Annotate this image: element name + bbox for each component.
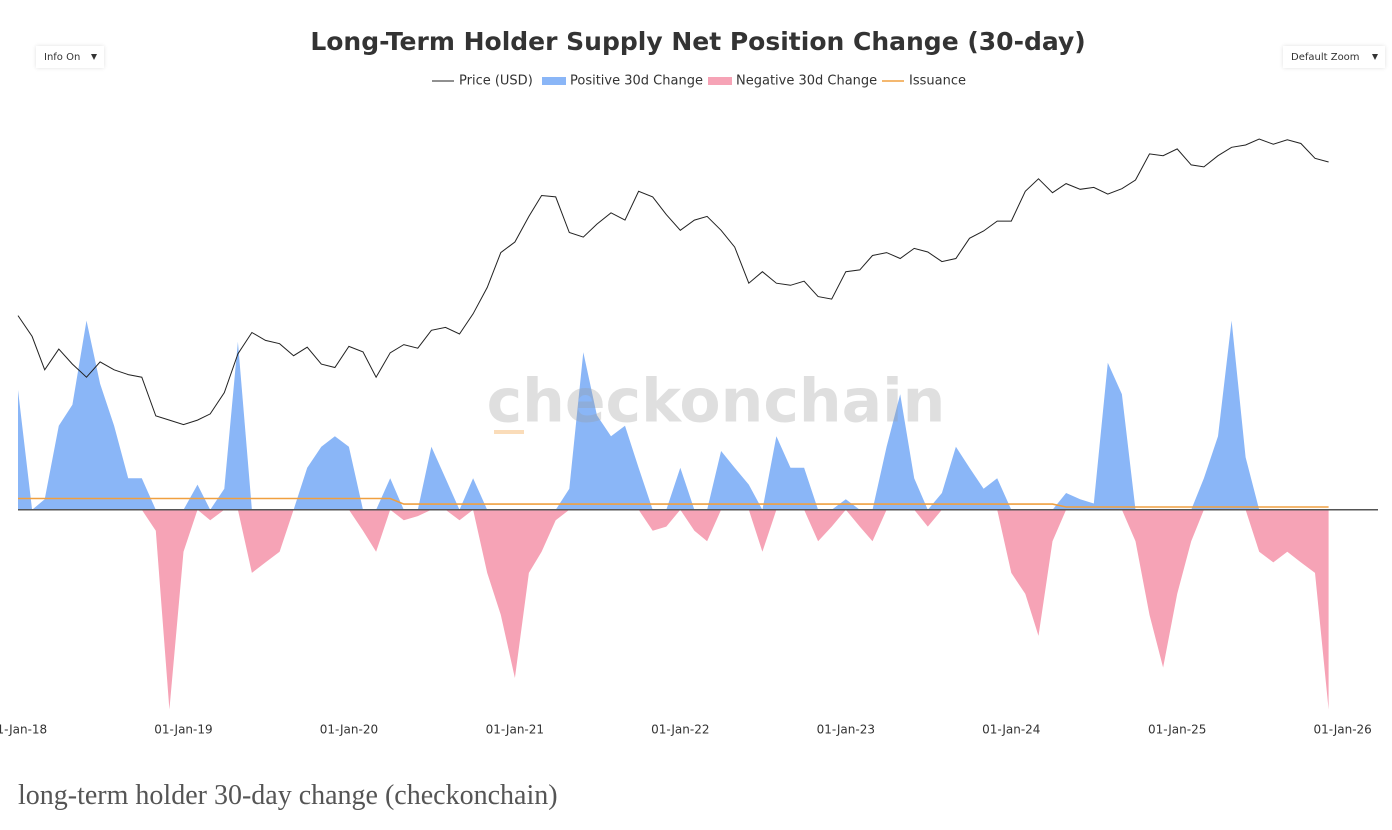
x-tick-label: 01-Jan-21 — [486, 723, 544, 737]
plot-area — [17, 138, 1378, 710]
legend: Price (USD) Positive 30d Change Negative 3… — [432, 74, 966, 89]
logo-mark — [494, 430, 524, 434]
x-tick-label: 01-Jan-25 — [1148, 723, 1206, 737]
legend-swatch — [708, 77, 732, 85]
x-tick-label: 01-Jan-18 — [0, 723, 47, 737]
dropdown-arrow — [91, 54, 97, 60]
info-dropdown[interactable]: Info On — [36, 46, 104, 68]
chart: Long-Term Holder Supply Net Position Cha… — [0, 27, 1378, 737]
x-tick-label: 01-Jan-26 — [1313, 723, 1371, 737]
x-tick-label: 01-Jan-23 — [817, 723, 875, 737]
price-line — [17, 138, 1329, 426]
x-tick-label: 01-Jan-20 — [320, 723, 378, 737]
watermark: checkonchain — [487, 367, 946, 437]
x-tick-label: 01-Jan-24 — [982, 723, 1040, 737]
zoom-label: Default Zoom — [1291, 51, 1360, 63]
area-series — [18, 320, 1329, 510]
chart-title: Long-Term Holder Supply Net Position Cha… — [310, 27, 1085, 56]
legend-label: Price (USD) — [459, 74, 533, 89]
legend-label: Positive 30d Change — [570, 74, 703, 89]
legend-label: Issuance — [909, 74, 966, 89]
line-series — [18, 497, 1329, 508]
dropdown-arrow — [1372, 54, 1378, 60]
area-series — [18, 509, 1329, 710]
zoom-dropdown[interactable]: Default Zoom — [1283, 46, 1385, 68]
legend-label: Negative 30d Change — [736, 74, 877, 89]
legend-swatch — [542, 77, 566, 85]
info-label: Info On — [44, 51, 81, 63]
caption: long-term holder 30-day change (checkonc… — [18, 780, 558, 811]
x-tick-label: 01-Jan-22 — [651, 723, 709, 737]
x-tick-label: 01-Jan-19 — [154, 723, 212, 737]
x-axis: 01-Jan-18 01-Jan-19 01-Jan-20 01-Jan-21 01-J… — [0, 723, 1372, 737]
